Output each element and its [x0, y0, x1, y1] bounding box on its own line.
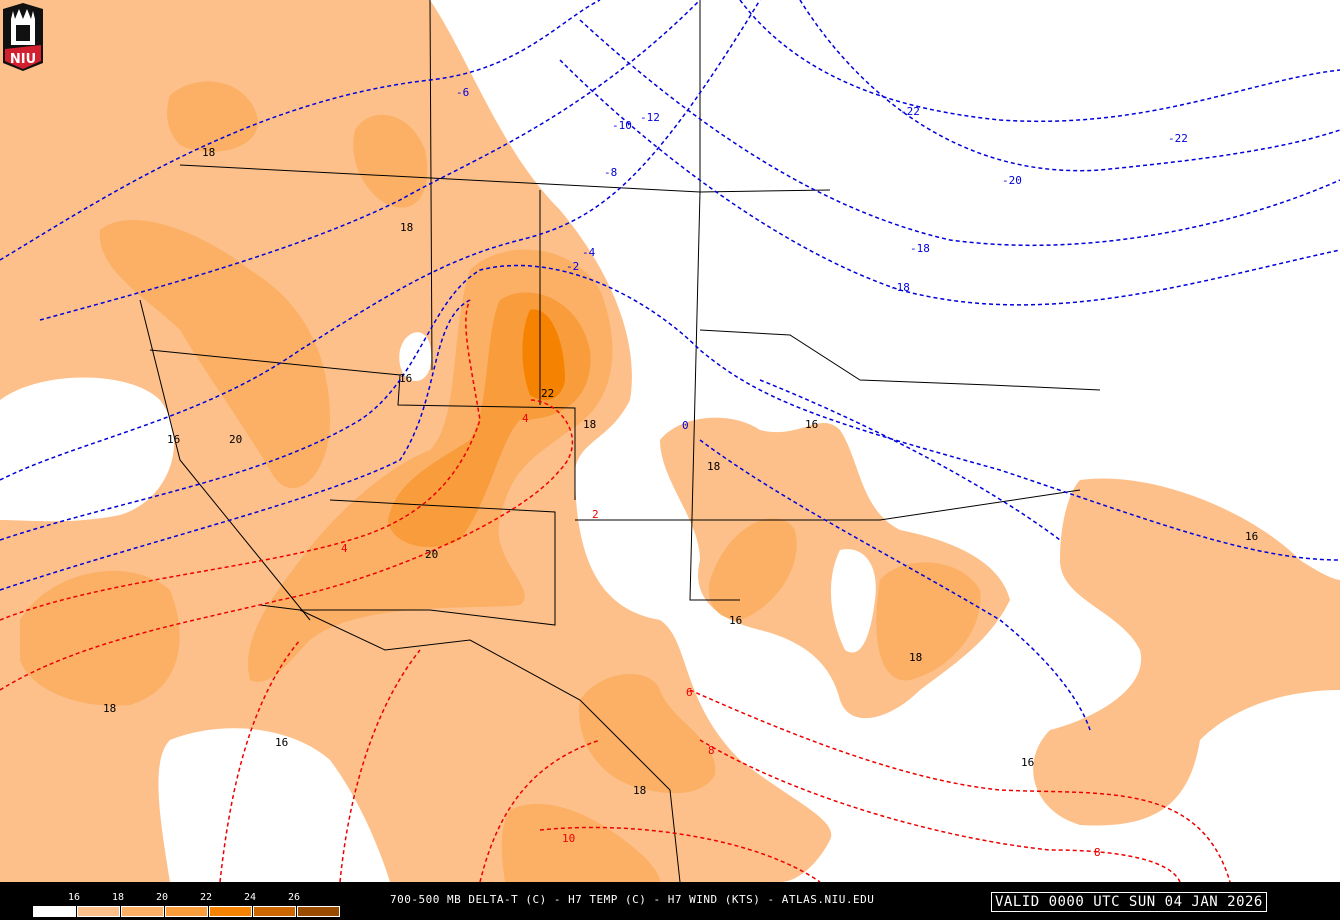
- colorbar-swatch: [253, 906, 296, 917]
- shade-18-20-a: [167, 81, 259, 152]
- colorbar-label: 16: [67, 892, 81, 903]
- contour-label: 18: [633, 784, 646, 797]
- contour-label: -22: [900, 105, 920, 118]
- shade-18-20-louisiana: [708, 518, 797, 620]
- colorbar-label: 22: [199, 892, 213, 903]
- contour-label: 18: [103, 702, 116, 715]
- colorbar-label: 26: [287, 892, 301, 903]
- contour-label: -2: [566, 260, 579, 273]
- contour-label: 18: [583, 418, 596, 431]
- colorbar-swatch: [209, 906, 252, 917]
- colorbar-label: 18: [111, 892, 125, 903]
- contour-label: 16: [167, 433, 180, 446]
- contour-label: 16: [1021, 756, 1034, 769]
- shade-18-20-d: [20, 570, 180, 706]
- shade-white-oklahoma: [580, 448, 691, 616]
- contour-label: 18: [400, 221, 413, 234]
- shade-16-18-west: [0, 0, 832, 882]
- contour-label: 16: [275, 736, 288, 749]
- contour-label: 18: [202, 146, 215, 159]
- contour-label: -6: [456, 86, 469, 99]
- map-svg: -6 -10 -12 -8 -22 -22 -20 -18 -18 -4 -2 …: [0, 0, 1340, 883]
- contour-labels-red: 2 4 4 6 8 10 8: [341, 412, 1101, 859]
- contour-labels-blue: -6 -10 -12 -8 -22 -22 -20 -18 -18 -4 -2 …: [456, 86, 1188, 432]
- colorbar-label: 24: [243, 892, 257, 903]
- map-title: 700-500 MB DELTA-T (C) - H7 TEMP (C) - H…: [390, 893, 875, 906]
- shade-white-gulf-south: [830, 549, 876, 653]
- contour-label: 10: [562, 832, 575, 845]
- contour-label: 8: [1094, 846, 1101, 859]
- political-borders: [139, 0, 1101, 883]
- colorbar-swatch: [121, 906, 164, 917]
- colorbar-swatch: [33, 906, 76, 917]
- contour-label: -12: [640, 111, 660, 124]
- contour-label: 16: [1245, 530, 1258, 543]
- shade-18-20-georgia: [876, 562, 981, 681]
- contour-label: 20: [425, 548, 438, 561]
- shade-white-pacific: [0, 377, 175, 522]
- contour-label: -22: [1168, 132, 1188, 145]
- delta-t-shading: [0, 0, 1340, 882]
- contour-label: 8: [708, 744, 715, 757]
- shade-16-18-atlantic: [1033, 478, 1340, 826]
- contour-label: 22: [541, 387, 554, 400]
- shade-18-20-mexico: [501, 803, 660, 882]
- shade-22-24-core: [522, 309, 565, 400]
- contour-label: -18: [890, 281, 910, 294]
- contour-label: 2: [592, 508, 599, 521]
- weather-map: -6 -10 -12 -8 -22 -22 -20 -18 -18 -4 -2 …: [0, 0, 1340, 883]
- contour-label: 18: [707, 460, 720, 473]
- temp-contours-red: [0, 299, 1231, 883]
- contour-label: -20: [1002, 174, 1022, 187]
- contour-label: 0: [682, 419, 689, 432]
- valid-time: VALID 0000 UTC SUN 04 JAN 2026: [991, 892, 1267, 912]
- shade-18-20-texas: [579, 673, 716, 794]
- contour-label: 16: [399, 372, 412, 385]
- colorbar-swatch: [77, 906, 120, 917]
- colorbar-label: 20: [155, 892, 169, 903]
- contour-label: 16: [729, 614, 742, 627]
- niu-logo: NIU: [3, 3, 43, 71]
- contour-label: -4: [582, 246, 596, 259]
- contour-label: 6: [686, 686, 693, 699]
- svg-text:NIU: NIU: [10, 52, 36, 67]
- colorbar-swatch: [165, 906, 208, 917]
- contour-label: 4: [341, 542, 348, 555]
- contour-label: 18: [909, 651, 922, 664]
- contour-labels-delta-t: 18 18 16 20 16 22 18 18 16 20 16 18 18 1…: [103, 146, 1258, 797]
- shade-white-baja: [158, 728, 390, 882]
- colorbar-swatch: [297, 906, 340, 917]
- shade-18-20-b: [353, 114, 428, 208]
- contour-label: -18: [910, 242, 930, 255]
- contour-label: 4: [522, 412, 529, 425]
- footer-bar: 16 18 20 22 24 26 700-500 MB DELTA-T (C)…: [0, 882, 1340, 920]
- contour-label: 16: [805, 418, 818, 431]
- contour-label: -10: [612, 119, 632, 132]
- temp-contours-blue: [0, 0, 1340, 731]
- contour-label: 20: [229, 433, 242, 446]
- contour-label: -8: [604, 166, 617, 179]
